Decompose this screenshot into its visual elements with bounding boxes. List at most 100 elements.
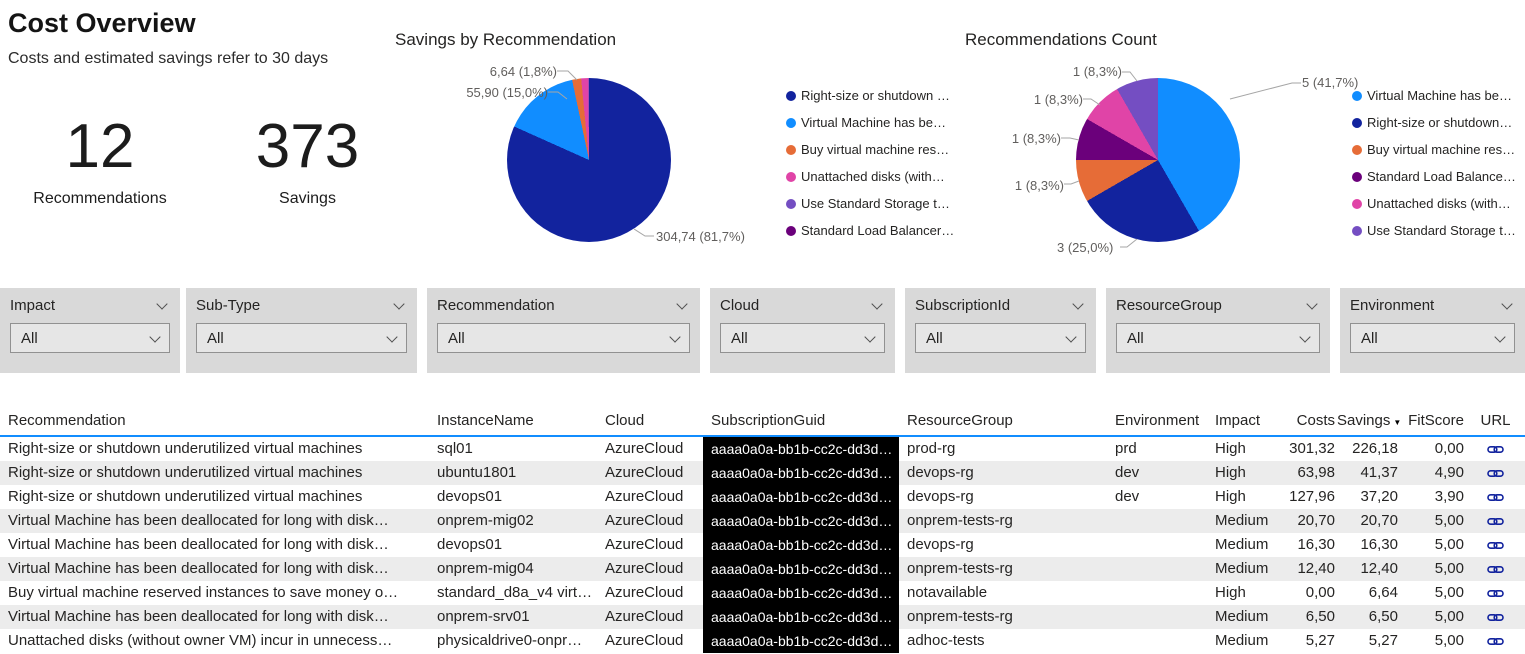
pie-chart-savings[interactable] [507, 78, 671, 242]
column-header-label: Savings [1337, 412, 1391, 429]
legend-item[interactable]: Use Standard Storage t… [1352, 217, 1516, 244]
legend-item[interactable]: Virtual Machine has be… [786, 109, 954, 136]
legend-bullet-icon [1352, 198, 1362, 209]
column-header-environment[interactable]: Environment [1107, 406, 1207, 435]
legend-item[interactable]: Unattached disks (with… [1352, 190, 1516, 217]
filter-dropdown[interactable]: All [196, 323, 407, 353]
filter-impact: Impact All [0, 288, 180, 373]
table-row[interactable]: Right-size or shutdown underutilized vir… [0, 485, 1525, 509]
cell-cloud: AzureCloud [605, 488, 684, 505]
legend-bullet-icon [786, 225, 796, 236]
chevron-down-icon[interactable] [1072, 298, 1084, 310]
pie-chart-count[interactable] [1076, 78, 1240, 242]
legend-item[interactable]: Right-size or shutdown … [786, 82, 954, 109]
cell-cloud: AzureCloud [605, 536, 684, 553]
table-row[interactable]: Right-size or shutdown underutilized vir… [0, 461, 1525, 485]
chevron-down-icon[interactable] [871, 298, 883, 310]
filter-dropdown[interactable]: All [1116, 323, 1320, 353]
cell-savings: 16,30 [1360, 536, 1398, 553]
column-header-label: Impact [1215, 412, 1261, 429]
link-icon[interactable] [1487, 611, 1504, 624]
filter-dropdown[interactable]: All [10, 323, 170, 353]
cell-url[interactable] [1466, 557, 1525, 581]
filter-selected-value: All [1127, 329, 1144, 347]
chevron-down-icon[interactable] [1306, 298, 1318, 310]
cell-url[interactable] [1466, 509, 1525, 533]
column-header-url[interactable]: URL [1466, 406, 1525, 435]
column-header-subscriptionguid[interactable]: SubscriptionGuid [703, 406, 899, 435]
filter-dropdown[interactable]: All [915, 323, 1086, 353]
cell-url[interactable] [1466, 629, 1525, 653]
link-icon[interactable] [1487, 515, 1504, 528]
link-icon[interactable] [1487, 587, 1504, 600]
column-header-costs[interactable]: Costs [1269, 406, 1337, 435]
legend-item[interactable]: Virtual Machine has be… [1352, 82, 1516, 109]
filter-dropdown[interactable]: All [1350, 323, 1515, 353]
link-icon[interactable] [1487, 467, 1504, 480]
cell-environment [1107, 557, 1207, 581]
chevron-down-icon[interactable] [676, 298, 688, 310]
chevron-down-icon[interactable] [156, 298, 168, 310]
cell-impact: Medium [1215, 536, 1269, 553]
cell-subscriptionguid: aaaa0a0a-bb1b-cc2c-dd3d… [703, 437, 899, 461]
kpi-savings: 373 Savings [220, 116, 395, 208]
legend-bullet-icon [1352, 171, 1362, 182]
chevron-down-icon[interactable] [393, 298, 405, 310]
legend-item[interactable]: Buy virtual machine res… [1352, 136, 1516, 163]
cell-recommendation: Virtual Machine has been deallocated for… [8, 512, 389, 529]
legend-label: Buy virtual machine res… [801, 142, 950, 157]
link-icon[interactable] [1487, 563, 1504, 576]
legend-item[interactable]: Use Standard Storage t… [786, 190, 954, 217]
legend-item[interactable]: Standard Load Balancer… [786, 217, 954, 244]
column-header-impact[interactable]: Impact [1207, 406, 1269, 435]
link-icon[interactable] [1487, 443, 1504, 456]
legend-item[interactable]: Buy virtual machine res… [786, 136, 954, 163]
column-header-savings[interactable]: Savings ▼ [1337, 406, 1400, 435]
cell-url[interactable] [1466, 437, 1525, 461]
legend-label: Virtual Machine has be… [1367, 88, 1513, 103]
link-icon[interactable] [1487, 539, 1504, 552]
column-header-cloud[interactable]: Cloud [597, 406, 703, 435]
data-label: 1 (8,3%) [1072, 64, 1122, 79]
kpi-savings-value: 373 [255, 112, 360, 181]
chevron-down-icon [1065, 330, 1077, 343]
legend-label: Unattached disks (with… [801, 169, 945, 184]
link-icon[interactable] [1487, 635, 1504, 648]
filter-dropdown[interactable]: All [437, 323, 690, 353]
filter-dropdown[interactable]: All [720, 323, 885, 353]
sort-desc-icon: ▼ [1393, 418, 1400, 427]
column-header-label: Costs [1296, 412, 1335, 429]
table-row[interactable]: Virtual Machine has been deallocated for… [0, 557, 1525, 581]
cell-recommendation: Right-size or shutdown underutilized vir… [8, 464, 363, 481]
cell-url[interactable] [1466, 581, 1525, 605]
column-header-label: InstanceName [437, 412, 534, 429]
chevron-down-icon[interactable] [1501, 298, 1513, 310]
cell-impact: High [1215, 488, 1246, 505]
cell-recommendation: Virtual Machine has been deallocated for… [8, 608, 389, 625]
cell-url[interactable] [1466, 533, 1525, 557]
filter-cloud: Cloud All [710, 288, 895, 373]
cell-resourcegroup: prod-rg [907, 440, 956, 457]
table-row[interactable]: Virtual Machine has been deallocated for… [0, 509, 1525, 533]
legend-label: Buy virtual machine res… [1367, 142, 1516, 157]
link-icon[interactable] [1487, 491, 1504, 504]
legend-item[interactable]: Unattached disks (with… [786, 163, 954, 190]
cell-url[interactable] [1466, 605, 1525, 629]
cell-url[interactable] [1466, 461, 1525, 485]
cell-fitscore: 4,90 [1434, 464, 1464, 481]
column-header-recommendation[interactable]: Recommendation [0, 406, 429, 435]
table-row[interactable]: Right-size or shutdown underutilized vir… [0, 437, 1525, 461]
filter-selected-value: All [207, 329, 224, 347]
table-row[interactable]: Virtual Machine has been deallocated for… [0, 533, 1525, 557]
table-row[interactable]: Buy virtual machine reserved instances t… [0, 581, 1525, 605]
table-row[interactable]: Virtual Machine has been deallocated for… [0, 605, 1525, 629]
column-header-resourcegroup[interactable]: ResourceGroup [899, 406, 1107, 435]
column-header-instancename[interactable]: InstanceName [429, 406, 597, 435]
column-header-fitscore[interactable]: FitScore [1400, 406, 1466, 435]
legend-item[interactable]: Standard Load Balance… [1352, 163, 1516, 190]
cell-url[interactable] [1466, 485, 1525, 509]
legend-item[interactable]: Right-size or shutdown… [1352, 109, 1516, 136]
table-row[interactable]: Unattached disks (without owner VM) incu… [0, 629, 1525, 653]
cell-cloud: AzureCloud [605, 464, 684, 481]
